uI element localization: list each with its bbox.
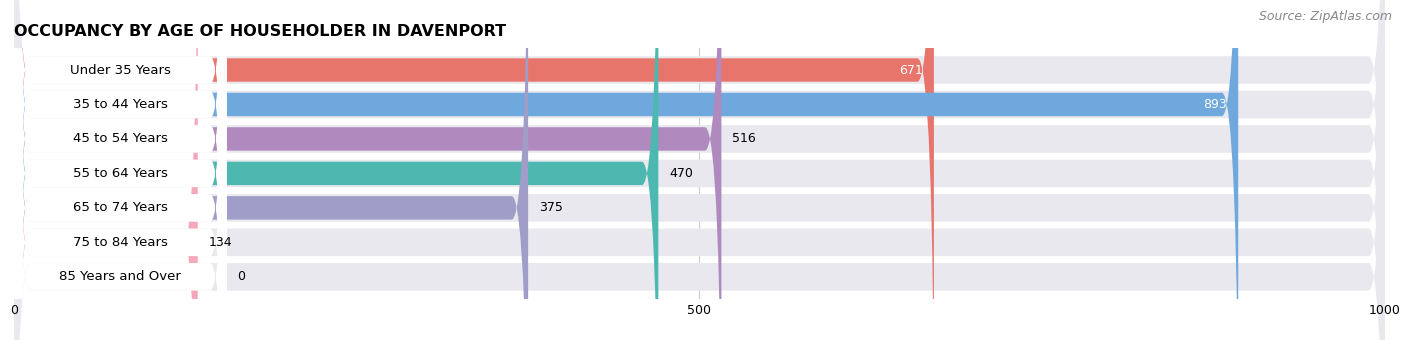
Text: OCCUPANCY BY AGE OF HOUSEHOLDER IN DAVENPORT: OCCUPANCY BY AGE OF HOUSEHOLDER IN DAVEN… xyxy=(14,24,506,39)
FancyBboxPatch shape xyxy=(14,0,226,340)
FancyBboxPatch shape xyxy=(14,0,1385,340)
Text: 75 to 84 Years: 75 to 84 Years xyxy=(73,236,167,249)
Text: 671: 671 xyxy=(900,64,922,76)
FancyBboxPatch shape xyxy=(14,0,529,340)
FancyBboxPatch shape xyxy=(14,0,934,340)
Text: 0: 0 xyxy=(238,270,246,283)
FancyBboxPatch shape xyxy=(14,0,1385,340)
Text: 893: 893 xyxy=(1204,98,1227,111)
FancyBboxPatch shape xyxy=(14,0,226,340)
FancyBboxPatch shape xyxy=(14,0,198,340)
FancyBboxPatch shape xyxy=(14,0,226,340)
Text: 134: 134 xyxy=(208,236,232,249)
Text: Source: ZipAtlas.com: Source: ZipAtlas.com xyxy=(1258,10,1392,23)
FancyBboxPatch shape xyxy=(14,0,1385,340)
FancyBboxPatch shape xyxy=(14,0,1385,340)
FancyBboxPatch shape xyxy=(14,0,1385,340)
Text: 35 to 44 Years: 35 to 44 Years xyxy=(73,98,167,111)
Text: 516: 516 xyxy=(733,133,756,146)
Text: 45 to 54 Years: 45 to 54 Years xyxy=(73,133,167,146)
Text: 55 to 64 Years: 55 to 64 Years xyxy=(73,167,167,180)
Text: 470: 470 xyxy=(669,167,693,180)
FancyBboxPatch shape xyxy=(14,0,226,340)
FancyBboxPatch shape xyxy=(14,0,1385,340)
Text: 85 Years and Over: 85 Years and Over xyxy=(59,270,181,283)
Text: 375: 375 xyxy=(538,201,562,214)
FancyBboxPatch shape xyxy=(14,0,226,340)
Text: 65 to 74 Years: 65 to 74 Years xyxy=(73,201,167,214)
FancyBboxPatch shape xyxy=(14,0,721,340)
FancyBboxPatch shape xyxy=(14,0,658,340)
FancyBboxPatch shape xyxy=(14,0,1385,340)
FancyBboxPatch shape xyxy=(14,0,226,340)
FancyBboxPatch shape xyxy=(14,0,1239,340)
FancyBboxPatch shape xyxy=(14,0,226,340)
Text: Under 35 Years: Under 35 Years xyxy=(70,64,170,76)
